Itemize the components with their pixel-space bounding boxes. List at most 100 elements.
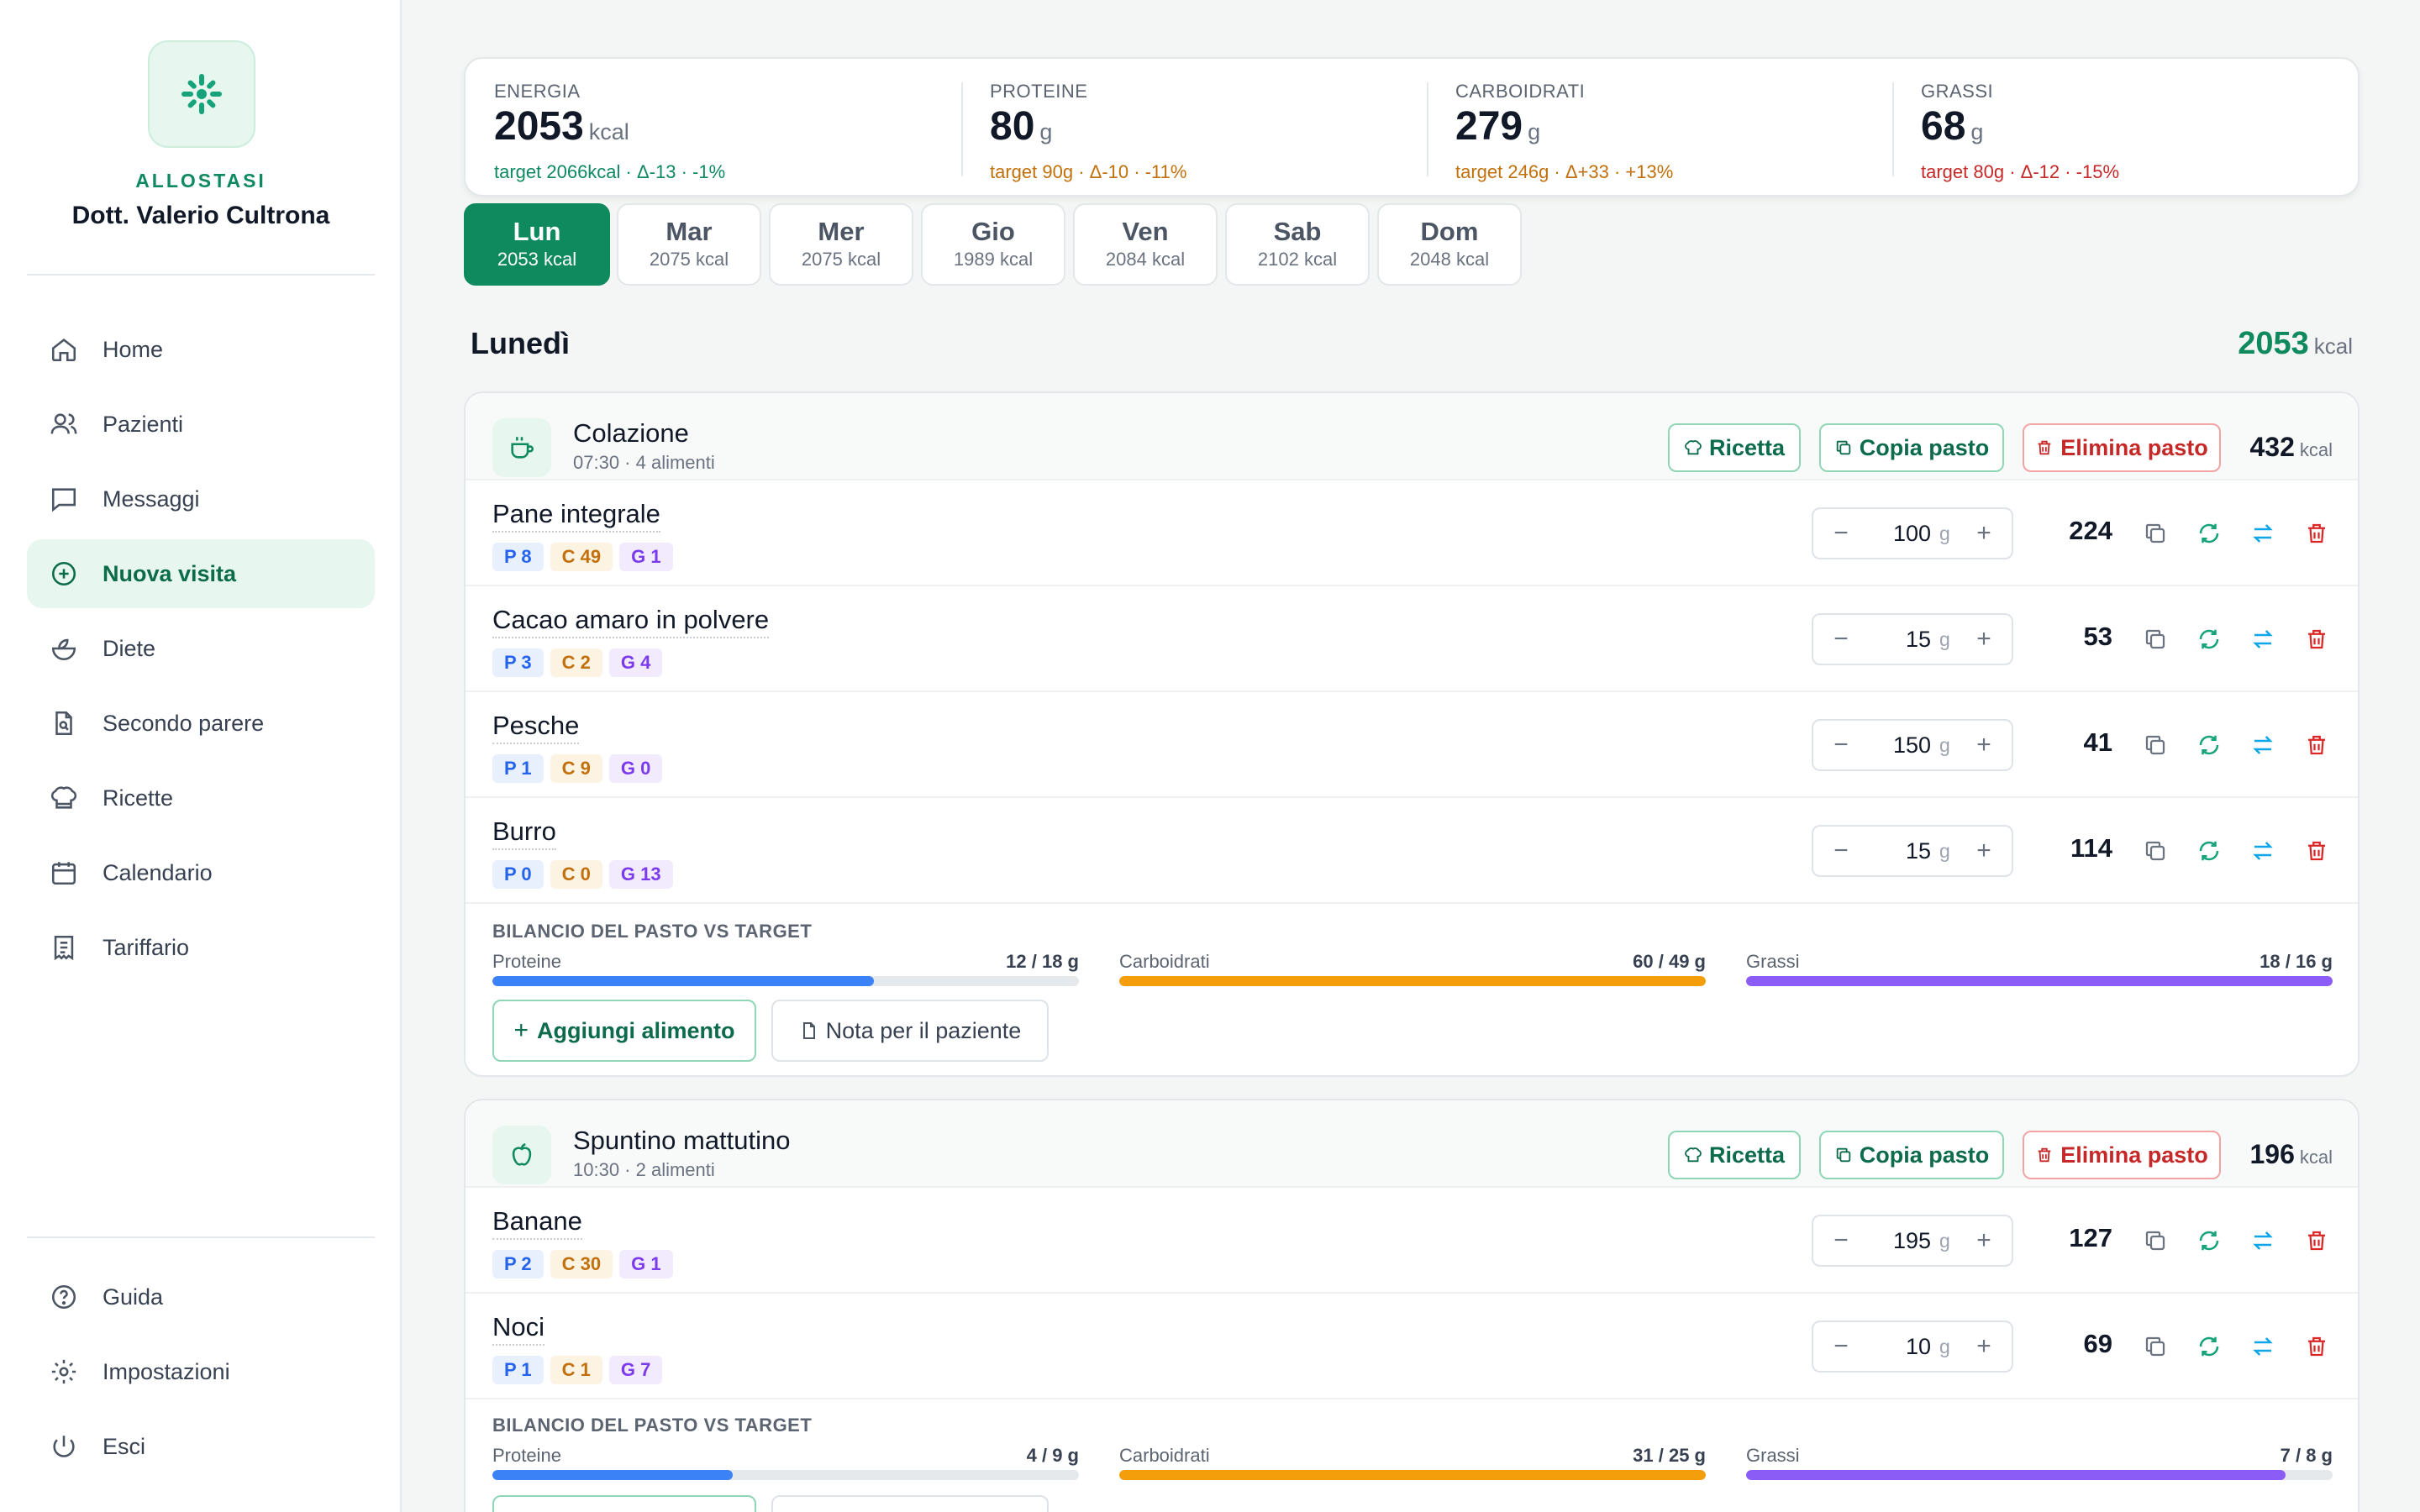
swap-icon[interactable]	[2249, 837, 2277, 865]
food-name[interactable]: Burro	[492, 816, 556, 850]
increase-button[interactable]: +	[1976, 1332, 1991, 1360]
sidebar-item-calendario[interactable]: Calendario	[27, 838, 375, 907]
tab-sab[interactable]: Sab 2102 kcal	[1225, 203, 1370, 286]
patient-note-button[interactable]: Nota per il paziente	[771, 1000, 1049, 1062]
quantity-value[interactable]: 10	[1905, 1334, 1931, 1359]
swap-icon[interactable]	[2249, 625, 2277, 654]
tab-dom[interactable]: Dom 2048 kcal	[1377, 203, 1522, 286]
quantity-value[interactable]: 15	[1905, 627, 1931, 652]
quantity-value[interactable]: 100	[1892, 521, 1931, 546]
patient-note-button[interactable]: Nota per il paziente	[771, 1495, 1049, 1512]
refresh-icon[interactable]	[2195, 625, 2223, 654]
food-name[interactable]: Noci	[492, 1312, 545, 1346]
macro-chips: P 1 C 1 G 7	[492, 1356, 663, 1384]
sidebar: ALLOSTASI Dott. Valerio Cultrona Home Pa…	[0, 0, 402, 1512]
copy-icon[interactable]	[2141, 1226, 2170, 1255]
sidebar-item-guida[interactable]: Guida	[27, 1263, 375, 1331]
sidebar-item-label: Ricette	[103, 785, 174, 811]
copy-icon	[1836, 1147, 1850, 1163]
summary-value: 2053 kcal	[494, 104, 629, 149]
food-name[interactable]: Pane integrale	[492, 499, 660, 533]
food-name[interactable]: Banane	[492, 1206, 582, 1240]
trash-icon[interactable]	[2302, 837, 2331, 865]
swap-icon[interactable]	[2249, 731, 2277, 759]
decrease-button[interactable]: −	[1833, 1332, 1849, 1360]
sidebar-item-diete[interactable]: Diete	[27, 614, 375, 683]
swap-icon[interactable]	[2249, 1332, 2277, 1361]
tab-gio[interactable]: Gio 1989 kcal	[921, 203, 1065, 286]
add-food-button[interactable]: + Aggiungi alimento	[492, 1000, 756, 1062]
trash-icon[interactable]	[2302, 519, 2331, 548]
trash-icon[interactable]	[2302, 1332, 2331, 1361]
sidebar-item-nuova-visita[interactable]: Nuova visita	[27, 539, 375, 608]
swap-icon[interactable]	[2249, 1226, 2277, 1255]
tab-mer[interactable]: Mer 2075 kcal	[769, 203, 913, 286]
salad-icon	[49, 633, 79, 664]
delete-meal-button[interactable]: Elimina pasto	[2023, 423, 2221, 472]
sidebar-item-impostazioni[interactable]: Impostazioni	[27, 1337, 375, 1406]
increase-button[interactable]: +	[1976, 731, 1991, 759]
balance-label: Carboidrati	[1119, 1445, 1210, 1466]
day-title: Lunedì	[471, 326, 570, 360]
copy-icon[interactable]	[2141, 625, 2170, 654]
increase-button[interactable]: +	[1976, 519, 1991, 547]
decrease-button[interactable]: −	[1833, 837, 1849, 864]
copy-meal-button[interactable]: Copia pasto	[1819, 1131, 2004, 1179]
balance-value: 7 / 8 g	[2280, 1445, 2333, 1466]
food-kcal: 53	[2083, 622, 2112, 651]
copy-icon[interactable]	[2141, 1332, 2170, 1361]
decrease-button[interactable]: −	[1833, 519, 1849, 547]
summary-value: 68 g	[1921, 104, 1984, 149]
meal-header: Spuntino mattutino 10:30 · 2 alimenti Ri…	[466, 1100, 2358, 1188]
daily-summary-card: ENERGIA 2053 kcal target 2066kcal · Δ-13 …	[464, 57, 2360, 197]
food-name[interactable]: Pesche	[492, 711, 580, 744]
refresh-icon[interactable]	[2195, 731, 2223, 759]
trash-icon[interactable]	[2302, 731, 2331, 759]
refresh-icon[interactable]	[2195, 519, 2223, 548]
tab-day-kcal: 2048 kcal	[1409, 249, 1490, 270]
refresh-icon[interactable]	[2195, 1226, 2223, 1255]
trash-icon	[2038, 1147, 2051, 1163]
tab-lun[interactable]: Lun 2053 kcal	[464, 203, 610, 286]
delete-meal-button[interactable]: Elimina pasto	[2023, 1131, 2221, 1179]
protein-chip: P 8	[492, 543, 544, 571]
sidebar-item-pazienti[interactable]: Pazienti	[27, 390, 375, 459]
balance-fill	[1119, 976, 1706, 986]
carbs-chip: C 49	[550, 543, 613, 571]
quantity-value[interactable]: 15	[1905, 838, 1931, 864]
decrease-button[interactable]: −	[1833, 1226, 1849, 1254]
increase-button[interactable]: +	[1976, 1226, 1991, 1254]
tab-day-name: Sab	[1273, 217, 1322, 246]
meal-name: Colazione	[573, 418, 689, 448]
swap-icon[interactable]	[2249, 519, 2277, 548]
protein-chip: P 3	[492, 648, 544, 677]
sidebar-item-secondo-parere[interactable]: Secondo parere	[27, 689, 375, 758]
food-name[interactable]: Cacao amaro in polvere	[492, 605, 770, 638]
balance-value: 18 / 16 g	[2260, 951, 2333, 972]
sidebar-item-esci[interactable]: Esci	[27, 1412, 375, 1481]
copy-icon[interactable]	[2141, 837, 2170, 865]
add-food-button[interactable]: + Aggiungi alimento	[492, 1495, 756, 1512]
increase-button[interactable]: +	[1976, 625, 1991, 653]
copy-icon[interactable]	[2141, 731, 2170, 759]
sidebar-item-ricette[interactable]: Ricette	[27, 764, 375, 832]
tab-ven[interactable]: Ven 2084 kcal	[1073, 203, 1218, 286]
copy-icon[interactable]	[2141, 519, 2170, 548]
refresh-icon[interactable]	[2195, 837, 2223, 865]
trash-icon[interactable]	[2302, 1226, 2331, 1255]
decrease-button[interactable]: −	[1833, 731, 1849, 759]
sidebar-item-home[interactable]: Home	[27, 315, 375, 384]
copy-meal-button[interactable]: Copia pasto	[1819, 423, 2004, 472]
quantity-value[interactable]: 150	[1892, 732, 1931, 758]
recipe-button[interactable]: Ricetta	[1668, 1131, 1801, 1179]
sidebar-item-tariffario[interactable]: Tariffario	[27, 913, 375, 982]
sidebar-item-messaggi[interactable]: Messaggi	[27, 465, 375, 533]
increase-button[interactable]: +	[1976, 837, 1991, 864]
refresh-icon[interactable]	[2195, 1332, 2223, 1361]
quantity-value[interactable]: 195	[1892, 1228, 1931, 1253]
tab-mar[interactable]: Mar 2075 kcal	[617, 203, 761, 286]
trash-icon[interactable]	[2302, 625, 2331, 654]
recipe-button[interactable]: Ricetta	[1668, 423, 1801, 472]
food-row: Banane P 2 C 30 G 1 − 195 g + 127	[466, 1188, 2358, 1294]
decrease-button[interactable]: −	[1833, 625, 1849, 653]
